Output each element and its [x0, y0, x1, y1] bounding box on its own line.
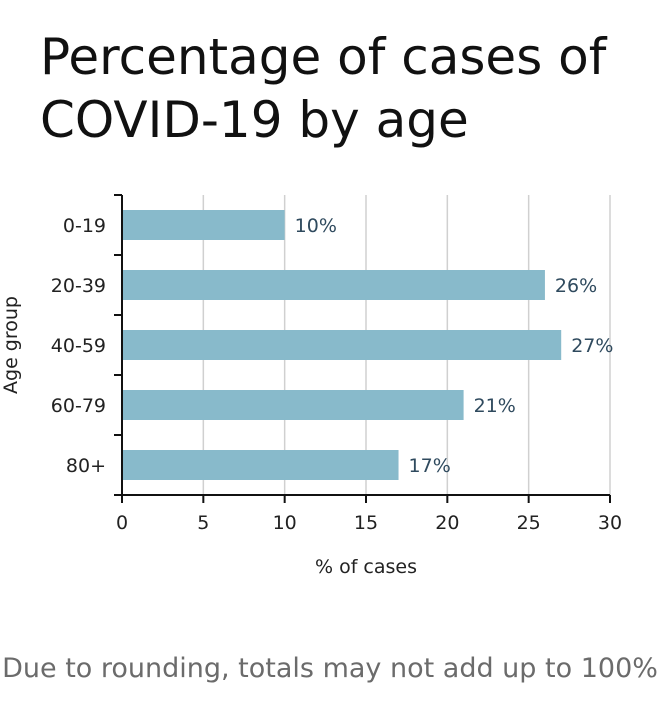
x-axis-label: % of cases: [315, 556, 417, 578]
y-axis-label: Age group: [0, 296, 22, 394]
x-tick-label: 30: [598, 512, 622, 534]
y-tick-label: 40-59: [51, 335, 106, 357]
x-tick-label: 5: [197, 512, 209, 534]
y-tick-label: 80+: [66, 455, 106, 477]
value-label: 10%: [295, 215, 337, 237]
x-tick-label: 20: [435, 512, 459, 534]
bar-40-59: [122, 330, 562, 360]
bar-0-19: [122, 210, 285, 240]
footnote: Due to rounding, totals may not add up t…: [2, 653, 658, 684]
value-label: 26%: [555, 275, 597, 297]
bar-chart: 10% 26% 27% 21% 17% 0-19 20-39 40-59 60-79 80+ 0 5 1…: [0, 194, 622, 578]
bar-80+: [122, 450, 399, 480]
y-tick-label: 0-19: [63, 215, 106, 237]
x-tick-label: 15: [354, 512, 378, 534]
value-label: 27%: [571, 335, 613, 357]
bar-20-39: [122, 270, 545, 300]
y-tick-label: 20-39: [51, 275, 106, 297]
value-label: 21%: [474, 395, 516, 417]
x-tick-label: 25: [517, 512, 541, 534]
bar-60-79: [122, 390, 464, 420]
x-tick-label: 10: [273, 512, 297, 534]
value-label: 17%: [409, 455, 451, 477]
x-tick-label: 0: [116, 512, 128, 534]
chart-title: Percentage of cases of COVID-19 by age: [40, 28, 607, 149]
y-tick-label: 60-79: [51, 395, 106, 417]
